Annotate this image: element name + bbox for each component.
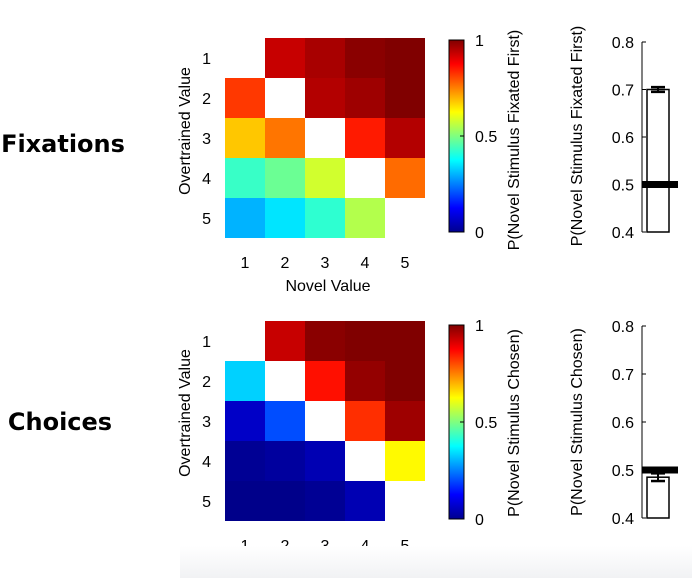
heatmap-cell [305, 118, 345, 158]
row-label-choices: Choices [8, 408, 112, 436]
heatmap-cell [305, 401, 345, 441]
heatmap-cell [305, 361, 345, 401]
heatmap-cell [345, 401, 385, 441]
heatmap-cell [265, 78, 305, 118]
bar-y-tick-label: 0.7 [612, 367, 634, 384]
heatmap-cell [265, 361, 305, 401]
bar-y-tick-label: 0.8 [612, 319, 634, 336]
bar-y-axis-label: P(Novel Stimulus Chosen) [569, 328, 586, 516]
heatmap-cell [385, 401, 425, 441]
heatmap-x-tick: 1 [241, 255, 250, 272]
colorbar-tick-label: 0.5 [475, 415, 497, 432]
heatmap-cell [225, 401, 265, 441]
heatmap-cell [305, 481, 345, 521]
colorbar-tick-label: 0 [475, 512, 484, 529]
bar-y-tick-label: 0.7 [612, 83, 634, 100]
heatmap-cell [265, 401, 305, 441]
bar-y-tick-label: 0.5 [612, 463, 634, 480]
heatmap-y-tick: 2 [202, 374, 211, 391]
heatmap-cell [385, 441, 425, 481]
bottom-fade-overlay [180, 546, 692, 578]
heatmap-cell [345, 158, 385, 198]
bar-y-tick-label: 0.4 [612, 511, 634, 528]
bar-y-tick-label: 0.8 [612, 35, 634, 52]
heatmap-y-tick: 3 [202, 414, 211, 431]
bar-y-tick-label: 0.4 [612, 225, 634, 242]
heatmap-cell [305, 321, 345, 361]
heatmap-y-tick: 4 [202, 171, 211, 188]
heatmap-y-axis-label: Overtrained Value [177, 67, 194, 195]
bar-y-tick-label: 0.6 [612, 415, 634, 432]
bar-y-tick-label: 0.5 [612, 178, 634, 195]
heatmap-x-tick: 4 [361, 255, 370, 272]
heatmap-cell [345, 118, 385, 158]
bar-y-tick-label: 0.6 [612, 130, 634, 147]
heatmap-cell [225, 361, 265, 401]
heatmap-cell [225, 321, 265, 361]
heatmap-cell [385, 38, 425, 78]
row-label-fixations: Fixations [1, 130, 125, 158]
heatmap-cell [345, 441, 385, 481]
heatmap-y-tick: 3 [202, 131, 211, 148]
colorbar-tick-label: 0.5 [475, 129, 497, 146]
heatmap-cell [265, 38, 305, 78]
heatmap-cell [345, 321, 385, 361]
heatmap-cell [265, 158, 305, 198]
heatmap-x-tick: 5 [401, 255, 410, 272]
heatmap-y-tick: 2 [202, 91, 211, 108]
heatmap-cell [345, 198, 385, 238]
heatmap-cell [385, 198, 425, 238]
heatmap-y-tick: 4 [202, 454, 211, 471]
heatmap-cell [265, 198, 305, 238]
colorbar-tick-label: 1 [475, 318, 484, 335]
heatmap-cell [265, 441, 305, 481]
colorbar-label: P(Novel Stimulus Chosen) [506, 329, 523, 517]
heatmap-cell [385, 321, 425, 361]
heatmap-y-tick: 5 [202, 211, 211, 228]
heatmap-cell [225, 78, 265, 118]
heatmap-cell [305, 198, 345, 238]
heatmap-y-tick: 1 [202, 51, 211, 68]
heatmap-cell [385, 118, 425, 158]
heatmap-cell [225, 481, 265, 521]
bar-y-axis-label: P(Novel Stimulus Fixated First) [569, 26, 586, 247]
colorbar-tick-label: 1 [475, 33, 484, 50]
heatmap-y-tick: 1 [202, 334, 211, 351]
bar-value [646, 476, 670, 519]
heatmap-cell [225, 118, 265, 158]
heatmap-cell [305, 441, 345, 481]
colorbar-tick-label: 0 [475, 225, 484, 242]
heatmap-cell [265, 118, 305, 158]
heatmap-x-tick: 3 [321, 255, 330, 272]
heatmap-cell [345, 38, 385, 78]
heatmap-cell [385, 158, 425, 198]
heatmap-cell [385, 78, 425, 118]
heatmap-cell [305, 38, 345, 78]
heatmap-y-axis-label: Overtrained Value [177, 349, 194, 477]
heatmap-cell [225, 441, 265, 481]
bar-value [646, 88, 670, 233]
heatmap-cell [225, 198, 265, 238]
heatmap-cell [225, 38, 265, 78]
heatmap-cell [225, 158, 265, 198]
heatmap-x-axis-label: Novel Value [285, 278, 370, 295]
heatmap-cell [385, 481, 425, 521]
heatmap-cell [345, 361, 385, 401]
heatmap-cell [305, 158, 345, 198]
heatmap-cell [345, 481, 385, 521]
heatmap-cell [305, 78, 345, 118]
heatmap-y-tick: 5 [202, 494, 211, 511]
heatmap-cell [265, 481, 305, 521]
colorbar-label: P(Novel Stimulus Fixated First) [506, 30, 523, 251]
heatmap-cell [345, 78, 385, 118]
heatmap-cell [385, 361, 425, 401]
heatmap-x-tick: 2 [281, 255, 290, 272]
heatmap-cell [265, 321, 305, 361]
